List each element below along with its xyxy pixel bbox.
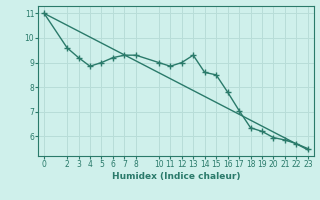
X-axis label: Humidex (Indice chaleur): Humidex (Indice chaleur)	[112, 172, 240, 181]
